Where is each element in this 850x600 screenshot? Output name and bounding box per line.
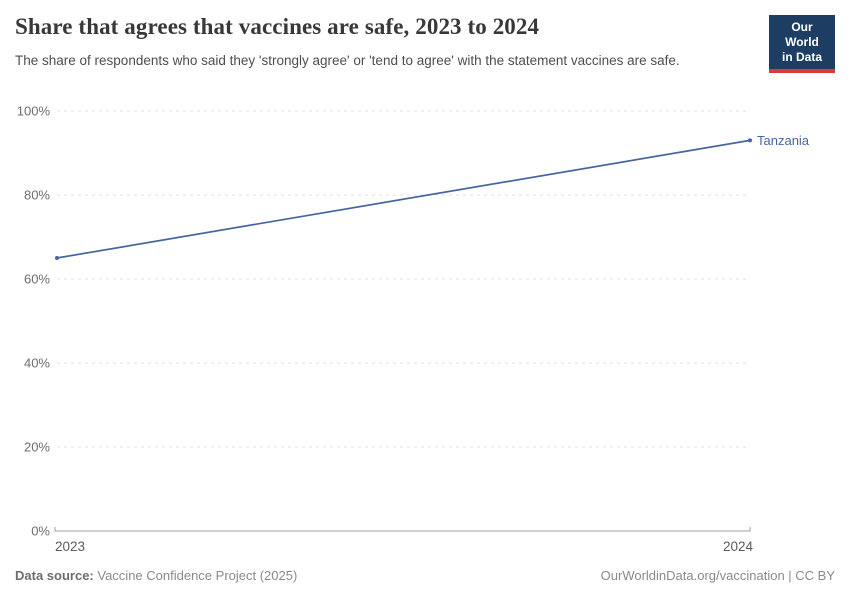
chart-footer: Data source: Vaccine Confidence Project … xyxy=(0,568,850,583)
data-source-label: Data source: xyxy=(15,568,94,583)
y-tick-label: 0% xyxy=(31,524,50,539)
y-tick-label: 80% xyxy=(24,188,50,203)
page-title: Share that agrees that vaccines are safe… xyxy=(15,14,540,39)
y-tick-label: 20% xyxy=(24,440,50,455)
owid-logo[interactable]: Our World in Data xyxy=(769,15,835,73)
owid-logo-line1: Our World xyxy=(785,20,819,49)
x-tick-label: 2023 xyxy=(55,539,85,554)
series-line[interactable] xyxy=(56,139,751,259)
series-label[interactable]: Tanzania xyxy=(757,133,810,148)
data-point xyxy=(55,256,59,260)
y-tick-label: 40% xyxy=(24,356,50,371)
y-tick-label: 100% xyxy=(17,104,51,119)
x-tick-label: 2024 xyxy=(723,539,754,554)
license-credit[interactable]: OurWorldinData.org/vaccination | CC BY xyxy=(600,568,835,583)
data-source-note: Data source: Vaccine Confidence Project … xyxy=(15,568,297,583)
x-axis-line xyxy=(54,527,751,532)
y-tick-label: 60% xyxy=(24,272,50,287)
owid-logo-line2: in Data xyxy=(781,50,822,64)
data-source-value: Vaccine Confidence Project (2025) xyxy=(97,568,298,583)
data-point xyxy=(748,138,752,143)
chart-subtitle: The share of respondents who said they '… xyxy=(15,53,680,68)
